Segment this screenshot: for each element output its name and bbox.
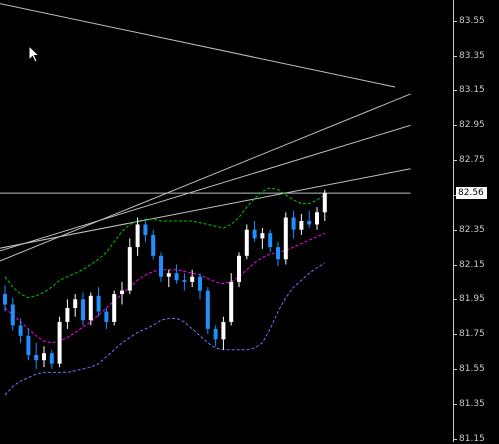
price-tick-label: 82.35 <box>459 224 485 235</box>
bear-candle <box>198 276 202 291</box>
bear-candle <box>26 335 31 355</box>
bear-candle <box>34 354 39 361</box>
trendline <box>0 168 411 249</box>
bull-candle <box>88 295 93 321</box>
bear-candle <box>182 280 187 282</box>
price-tick-mark <box>453 55 457 57</box>
mouse-cursor-icon <box>28 45 41 63</box>
bull-candle <box>57 321 62 364</box>
bear-candle <box>213 328 218 340</box>
price-tick-label: 81.75 <box>459 329 485 340</box>
bear-candle <box>143 224 148 235</box>
price-tick-mark <box>453 334 457 336</box>
price-tick-label: 82.95 <box>459 120 485 131</box>
price-tick-mark <box>453 368 457 370</box>
price-tick-mark <box>453 299 457 301</box>
bull-candle <box>299 221 304 230</box>
bull-candle <box>166 273 171 277</box>
bear-candle <box>205 290 210 329</box>
bear-candle <box>268 233 273 248</box>
trendline <box>0 93 411 262</box>
price-tick-mark <box>453 90 457 92</box>
bull-candle <box>260 233 265 239</box>
bull-candle <box>135 224 140 248</box>
bear-candle <box>10 304 15 326</box>
bull-candle <box>221 321 226 340</box>
price-tick-mark <box>453 160 457 162</box>
bear-candle <box>3 294 7 305</box>
trendline <box>0 3 396 88</box>
bull-candle <box>65 308 70 322</box>
price-tick-mark <box>453 264 457 266</box>
bear-candle <box>159 255 163 277</box>
bear-candle <box>307 221 312 225</box>
bull-candle <box>237 255 241 282</box>
bear-candle <box>96 295 101 312</box>
bull-candle <box>127 247 132 291</box>
bull-candle <box>315 212 319 225</box>
price-tick-label: 81.95 <box>459 294 485 305</box>
price-tick-label: 81.15 <box>459 433 485 444</box>
price-tick-mark <box>453 20 457 22</box>
bear-candle <box>18 325 23 336</box>
price-tick-mark <box>453 403 457 405</box>
bear-candle <box>151 234 156 256</box>
bull-candle <box>73 299 78 309</box>
price-tick-label: 83.15 <box>459 85 485 96</box>
current-price-label: 82.56 <box>456 187 487 200</box>
price-tick-mark <box>453 125 457 127</box>
bear-candle <box>291 217 296 230</box>
bear-candle <box>252 229 257 239</box>
price-axis[interactable]: 83.5583.3583.1582.9582.7582.5582.3582.15… <box>453 0 499 444</box>
bear-candle <box>49 353 54 364</box>
price-chart[interactable] <box>0 0 453 442</box>
price-axis-line <box>453 0 454 442</box>
bull-candle <box>229 281 234 322</box>
price-tick-mark <box>453 229 457 231</box>
bull-candle <box>244 229 249 256</box>
bear-candle <box>276 247 280 260</box>
lower-band-line <box>4 262 326 396</box>
bull-candle <box>190 276 195 282</box>
price-tick-mark <box>453 194 457 196</box>
bear-candle <box>104 311 109 322</box>
bull-candle <box>283 217 288 260</box>
bull-candle <box>42 353 46 361</box>
price-tick-label: 83.55 <box>459 15 485 26</box>
price-tick-mark <box>453 438 457 440</box>
bull-candle <box>322 193 327 213</box>
trendline <box>0 124 411 252</box>
price-tick-label: 83.35 <box>459 50 485 61</box>
bear-candle <box>81 299 85 321</box>
price-tick-label: 81.55 <box>459 363 485 374</box>
bull-candle <box>120 290 124 295</box>
price-tick-label: 82.75 <box>459 155 485 166</box>
bear-candle <box>174 273 179 281</box>
price-tick-label: 82.15 <box>459 259 485 270</box>
price-tick-label: 81.35 <box>459 398 485 409</box>
bull-candle <box>112 294 117 322</box>
upper-band-line <box>4 187 326 299</box>
